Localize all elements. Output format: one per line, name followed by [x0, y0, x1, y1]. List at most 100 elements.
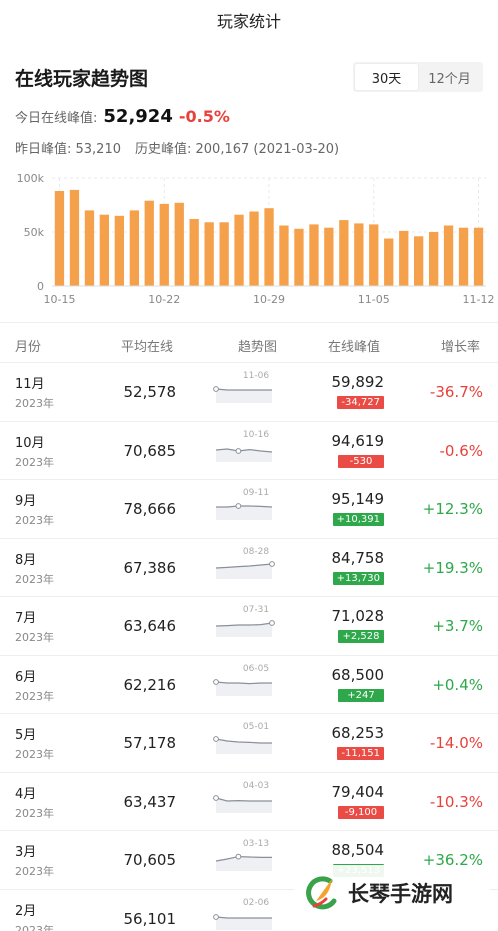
sparkline-area: [216, 506, 272, 520]
row-peak-date: 11-06: [242, 371, 270, 381]
sparkline-area: [216, 739, 272, 754]
chart-bar[interactable]: [384, 238, 394, 287]
chart-bar[interactable]: [279, 225, 289, 287]
today-peak: 今日在线峰值: 52,924 -0.5%: [15, 106, 230, 127]
chart-bar[interactable]: [114, 215, 124, 286]
table-row[interactable]: 2月 2023年 56,101 02-06: [0, 888, 498, 931]
table-row[interactable]: 8月 2023年 67,386 08-28 84,758 +13,730 +19.3%: [0, 537, 498, 597]
sparkline-line: [215, 738, 272, 744]
chart-bar[interactable]: [234, 214, 244, 286]
row-growth-rate: +0.4%: [432, 675, 483, 694]
row-peak-date: 10-16: [242, 429, 270, 440]
row-change-badge: -34,727: [337, 396, 384, 409]
row-peak: 95,149: [331, 490, 385, 508]
sparkline-line: [215, 447, 273, 453]
chart-bar[interactable]: [174, 202, 184, 286]
row-peak-date: 06-05: [242, 663, 270, 674]
sparkline-peak-point: [213, 736, 219, 742]
row-peak: 68,253: [331, 724, 385, 742]
today-peak-change: -0.5%: [178, 107, 230, 126]
x-tick-label: 11-05: [358, 293, 390, 306]
row-growth-rate: -14.0%: [429, 734, 483, 752]
row-change-badge: +247: [338, 688, 384, 702]
x-tick-label: 10-15: [43, 293, 75, 306]
table-row[interactable]: 11月 2023年 52,578 11-06 59,892 -34,727 -36.7%: [0, 362, 498, 421]
col-growth: 增长率: [441, 340, 481, 355]
x-tick-label: 10-29: [253, 293, 285, 306]
chart-bar[interactable]: [129, 210, 139, 286]
sparkline-peak-point: [213, 386, 219, 392]
chart-bar[interactable]: [159, 203, 169, 286]
chart-bar[interactable]: [458, 227, 469, 286]
chart-bar[interactable]: [264, 208, 274, 286]
row-peak: 59,892: [331, 373, 385, 391]
row-peak-date: 04-03: [242, 780, 270, 791]
row-month: 6月: [15, 669, 37, 685]
chart-bar[interactable]: [249, 211, 259, 287]
row-average: 63,437: [123, 792, 177, 811]
chart-bar[interactable]: [84, 210, 95, 286]
chart-bar[interactable]: [309, 224, 319, 286]
x-tick-label: 10-22: [148, 293, 180, 306]
chart-bar[interactable]: [144, 200, 154, 286]
row-change-badge: +2,528: [338, 630, 384, 643]
chart-bar[interactable]: [339, 220, 349, 286]
row-average: 70,685: [123, 441, 177, 460]
row-peak: 94,619: [331, 431, 385, 450]
chart-bar[interactable]: [99, 214, 109, 286]
row-peak-date: 03-13: [242, 839, 270, 849]
watermark-text: 长琴手游网: [348, 882, 453, 906]
row-average: 56,101: [123, 909, 177, 928]
row-average: 57,178: [123, 734, 177, 752]
chart-bar[interactable]: [354, 223, 364, 286]
row-month: 5月: [15, 728, 37, 743]
table-row[interactable]: 4月 2023年 63,437 04-03 79,404 -9,100 -10.3%: [0, 771, 498, 831]
row-year: 2023年: [15, 865, 54, 878]
row-growth-rate: +36.2%: [422, 851, 483, 869]
row-year: 2023年: [15, 572, 54, 586]
row-trend-sparkline: [213, 678, 272, 696]
row-change-badge: -11,151: [337, 747, 384, 760]
sparkline-peak-point: [235, 853, 242, 860]
chart-bar[interactable]: [429, 232, 439, 286]
table-row[interactable]: 9月 2023年 78,666 09-11 95,149 +10,391 +12.3%: [0, 479, 498, 538]
table-row[interactable]: 5月 2023年 57,178 05-01 68,253 -11,151 -14.0%: [0, 713, 498, 772]
chart-bar[interactable]: [324, 227, 334, 286]
chart-bar[interactable]: [54, 191, 65, 286]
chart-bar[interactable]: [204, 222, 214, 286]
row-trend-sparkline: [215, 447, 273, 462]
chart-bar[interactable]: [189, 219, 199, 286]
chart-bar[interactable]: [473, 227, 484, 286]
sparkline-line: [215, 622, 273, 627]
row-year: 2023年: [15, 748, 54, 761]
row-trend-sparkline: [213, 386, 272, 403]
chart-bar[interactable]: [414, 236, 424, 286]
sparkline-line: [215, 855, 272, 862]
row-average: 63,646: [123, 617, 177, 635]
row-peak: 71,028: [331, 607, 385, 625]
row-trend-sparkline: [215, 620, 275, 637]
tab-30-days[interactable]: 30天: [355, 64, 418, 90]
table-row[interactable]: 10月 2023年 70,685 10-16 94,619 -530 -0.6%: [0, 420, 498, 480]
row-trend-sparkline: [213, 736, 272, 754]
row-year: 2023年: [15, 514, 54, 527]
chart-bar[interactable]: [443, 225, 454, 287]
chart-bar[interactable]: [399, 230, 409, 286]
col-peak: 在线峰值: [328, 340, 381, 355]
table-row[interactable]: 7月 2023年 63,646 07-31 71,028 +2,528 +3.7%: [0, 596, 498, 655]
row-growth-rate: +12.3%: [422, 500, 483, 518]
table-row[interactable]: 6月 2023年 62,216 06-05 68,500 +247 +0.4%: [0, 654, 498, 714]
y-tick-label: 0: [37, 280, 44, 293]
row-month: 7月: [15, 611, 37, 626]
peak-summary: 昨日峰值: 53,210 历史峰值: 200,167 (2021-03-20): [15, 138, 339, 157]
sparkline-peak-point: [235, 503, 242, 509]
row-average: 78,666: [123, 500, 177, 518]
row-month: 4月: [15, 786, 37, 802]
row-peak-date: 02-06: [242, 897, 270, 908]
chart-bar[interactable]: [219, 222, 229, 286]
yesterday-peak: 昨日峰值: 53,210: [15, 142, 121, 157]
chart-bar[interactable]: [69, 189, 80, 286]
chart-bar[interactable]: [294, 228, 304, 286]
chart-bar[interactable]: [369, 224, 379, 286]
tab-12-months[interactable]: 12个月: [428, 71, 471, 87]
